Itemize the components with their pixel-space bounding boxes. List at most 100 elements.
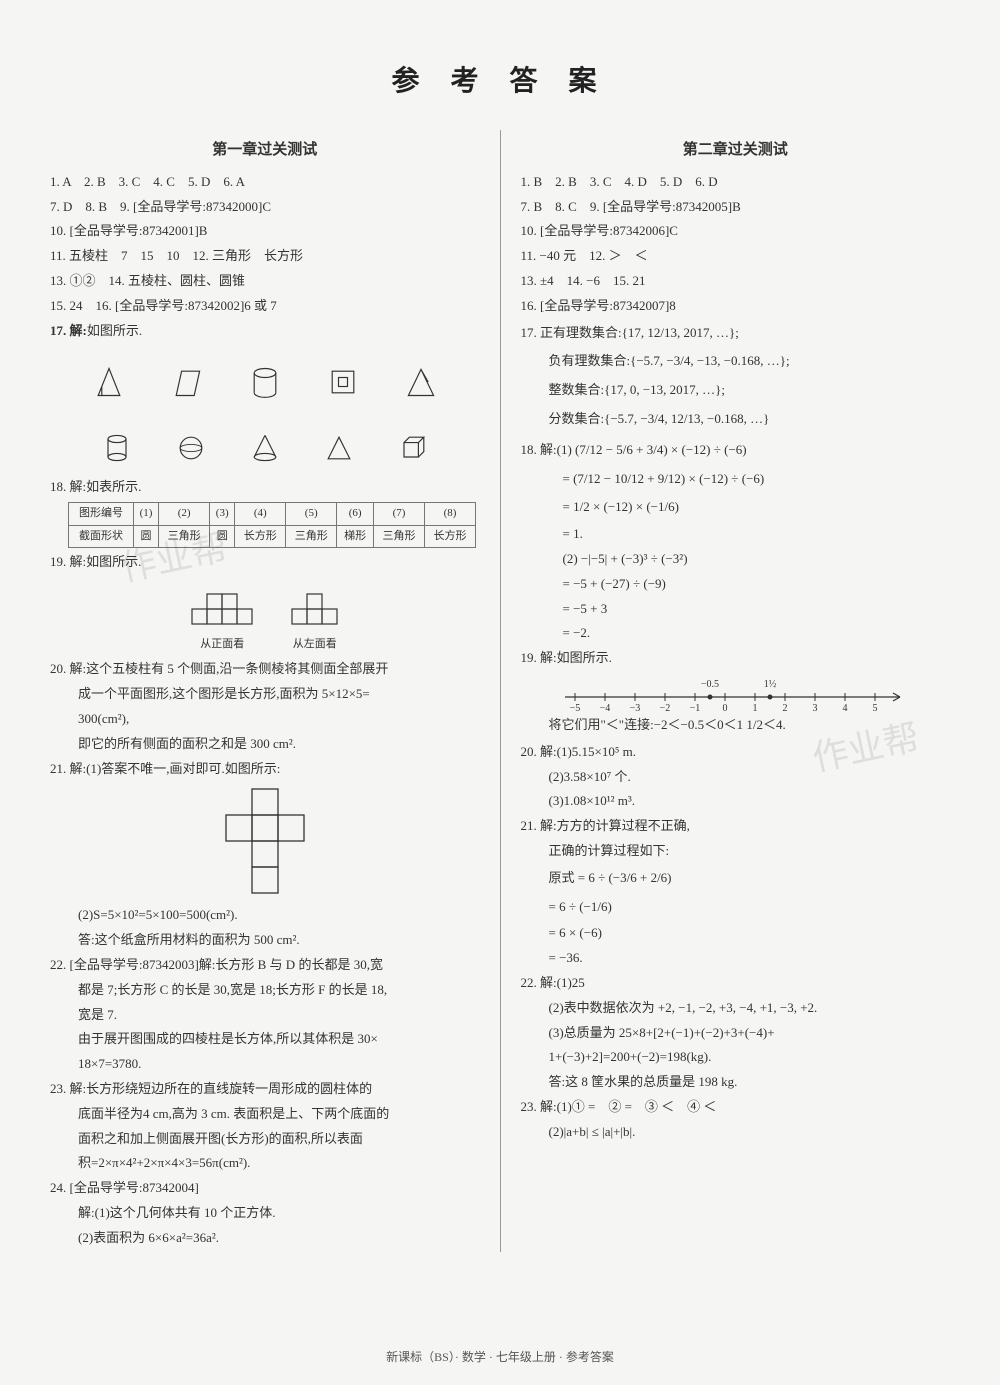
svg-text:5: 5 xyxy=(873,703,878,713)
content-columns: 第一章过关测试 1. A 2. B 3. C 4. C 5. D 6. A 7.… xyxy=(50,130,950,1253)
text-line: 宽是 7. xyxy=(50,1005,480,1026)
svg-text:3: 3 xyxy=(813,703,818,713)
text-line: (3)1.08×10¹² m³. xyxy=(521,791,951,812)
text-line: 正确的计算过程如下: xyxy=(521,841,951,862)
svg-text:−1: −1 xyxy=(690,703,701,713)
svg-text:1: 1 xyxy=(753,703,758,713)
column-divider xyxy=(500,130,501,1253)
text-line: 17. 正有理数集合:{17, 12/13, 2017, …}; xyxy=(521,323,951,344)
cross-net-icon xyxy=(220,787,310,897)
column-right: 第二章过关测试 1. B 2. B 3. C 4. D 5. D 6. D 7.… xyxy=(521,130,951,1253)
text-line: 由于展开图围成的四棱柱是长方体,所以其体积是 30× xyxy=(50,1029,480,1050)
cell: 三角形 xyxy=(374,525,425,548)
text-line: 7. B 8. C 9. [全品导学号:87342005]B xyxy=(521,197,951,218)
number-line-icon: −5−4−3−2−1012345 −0.5 1½ xyxy=(555,673,915,713)
text-line: 23. 解:长方形绕短边所在的直线旋转一周形成的圆柱体的 xyxy=(50,1079,480,1100)
cell: 三角形 xyxy=(286,525,337,548)
cell: (5) xyxy=(286,503,337,526)
sphere-icon xyxy=(173,430,209,466)
text-line: 21. 解:(1)答案不唯一,画对即可.如图所示: xyxy=(50,759,480,780)
text-line: 19. 解:如图所示. xyxy=(50,552,480,573)
text-line: 分数集合:{−5.7, −3/4, 12/13, −0.168, …} xyxy=(521,409,951,430)
front-view: 从正面看 xyxy=(187,579,257,653)
cylinder-icon xyxy=(99,430,135,466)
cell: 长方形 xyxy=(425,525,476,548)
svg-text:1½: 1½ xyxy=(764,679,777,690)
q-num: 17. 解: xyxy=(50,323,87,338)
q19-views: 从正面看 从左面看 xyxy=(50,579,480,653)
text-line: 负有理数集合:{−5.7, −3/4, −13, −0.168, …}; xyxy=(521,351,951,372)
left-view: 从左面看 xyxy=(287,579,342,653)
text-line: 成一个平面图形,这个图形是长方形,面积为 5×12×5= xyxy=(50,684,480,705)
cell: 梯形 xyxy=(337,525,374,548)
text-line: 16. [全品导学号:87342007]8 xyxy=(521,296,951,317)
text-line: 23. 解:(1)① = ② = ③ ＜ ④ ＜ xyxy=(521,1097,951,1118)
text-line: = −5 + 3 xyxy=(521,599,951,620)
page-title: 参 考 答 案 xyxy=(50,60,950,105)
text-line: 300(cm²), xyxy=(50,709,480,730)
square-hole-icon xyxy=(325,364,361,400)
cell: 图形编号 xyxy=(69,503,134,526)
svg-text:−5: −5 xyxy=(570,703,581,713)
text-line: = 6 ÷ (−1/6) xyxy=(521,897,951,918)
text-line: 答:这个纸盒所用材料的面积为 500 cm². xyxy=(50,930,480,951)
q17-diagram-top xyxy=(50,347,480,417)
text-line: 1+(−3)+2]=200+(−2)=198(kg). xyxy=(521,1047,951,1068)
svg-text:−4: −4 xyxy=(600,703,611,713)
text-line: 10. [全品导学号:87342006]C xyxy=(521,221,951,242)
blocks-left-icon xyxy=(287,579,342,629)
column-left: 第一章过关测试 1. A 2. B 3. C 4. C 5. D 6. A 7.… xyxy=(50,130,480,1253)
cell: (1) xyxy=(133,503,158,526)
text-line: = 1/2 × (−12) × (−1/6) xyxy=(521,497,951,518)
triangle-shape-icon xyxy=(91,364,127,400)
text-line: 13. ①② 14. 五棱柱、圆柱、圆锥 xyxy=(50,271,480,292)
q21-net-diagram xyxy=(50,787,480,897)
text-line: = −2. xyxy=(521,623,951,644)
cell: (6) xyxy=(337,503,374,526)
text-line: 21. 解:方方的计算过程不正确, xyxy=(521,816,951,837)
triangle-icon xyxy=(321,430,357,466)
text-line: 18×7=3780. xyxy=(50,1054,480,1075)
page-footer: 新课标（BS）· 数学 · 七年级上册 · 参考答案 xyxy=(0,1348,1000,1367)
quad-shape-icon xyxy=(169,364,205,400)
cone-icon xyxy=(247,430,283,466)
text-line: = (7/12 − 10/12 + 9/12) × (−12) ÷ (−6) xyxy=(521,469,951,490)
cell: (8) xyxy=(425,503,476,526)
svg-text:0: 0 xyxy=(723,703,728,713)
text-line: 10. [全品导学号:87342001]B xyxy=(50,221,480,242)
text-line: = −5 + (−27) ÷ (−9) xyxy=(521,574,951,595)
text-line: = 1. xyxy=(521,524,951,545)
text-line: 即它的所有侧面的面积之和是 300 cm². xyxy=(50,734,480,755)
text-line: 7. D 8. B 9. [全品导学号:87342000]C xyxy=(50,197,480,218)
blocks-front-icon xyxy=(187,579,257,629)
text-line: 积=2×π×4²+2×π×4×3=56π(cm²). xyxy=(50,1153,480,1174)
text-line: 24. [全品导学号:87342004] xyxy=(50,1178,480,1199)
text-line: (2)表中数据依次为 +2, −1, −2, +3, −4, +1, −3, +… xyxy=(521,998,951,1019)
svg-text:2: 2 xyxy=(783,703,788,713)
svg-text:4: 4 xyxy=(843,703,848,713)
text-line: 11. 五棱柱 7 15 10 12. 三角形 长方形 xyxy=(50,246,480,267)
text-line: 都是 7;长方形 C 的长是 30,宽是 18;长方形 F 的长是 18, xyxy=(50,980,480,1001)
svg-text:−2: −2 xyxy=(660,703,671,713)
cube-icon xyxy=(395,430,431,466)
text-line: 1. A 2. B 3. C 4. C 5. D 6. A xyxy=(50,172,480,193)
number-line: −5−4−3−2−1012345 −0.5 1½ xyxy=(521,673,951,713)
view-label: 从左面看 xyxy=(287,636,342,654)
text-line: (3)总质量为 25×8+[2+(−1)+(−2)+3+(−4)+ xyxy=(521,1023,951,1044)
text-line: (2)S=5×10²=5×100=500(cm²). xyxy=(50,905,480,926)
text-line: 面积之和加上侧面展开图(长方形)的面积,所以表面 xyxy=(50,1129,480,1150)
text-line: (2) −|−5| + (−3)³ ÷ (−3²) xyxy=(521,549,951,570)
text-line: 18. 解:如表所示. xyxy=(50,477,480,498)
cell: (4) xyxy=(235,503,286,526)
text-line: 15. 24 16. [全品导学号:87342002]6 或 7 xyxy=(50,296,480,317)
text-line: 底面半径为4 cm,高为 3 cm. 表面积是上、下两个底面的 xyxy=(50,1104,480,1125)
text-line: 18. 解:(1) (7/12 − 5/6 + 3/4) × (−12) ÷ (… xyxy=(521,440,951,461)
text-line: 整数集合:{17, 0, −13, 2017, …}; xyxy=(521,380,951,401)
cell: 长方形 xyxy=(235,525,286,548)
chapter2-title: 第二章过关测试 xyxy=(521,138,951,162)
text-line: (2)|a+b| ≤ |a|+|b|. xyxy=(521,1122,951,1143)
text-line: 22. 解:(1)25 xyxy=(521,973,951,994)
text-line: 20. 解:这个五棱柱有 5 个侧面,沿一条侧棱将其侧面全部展开 xyxy=(50,659,480,680)
triangle-shape-icon xyxy=(403,364,439,400)
view-label: 从正面看 xyxy=(187,636,257,654)
